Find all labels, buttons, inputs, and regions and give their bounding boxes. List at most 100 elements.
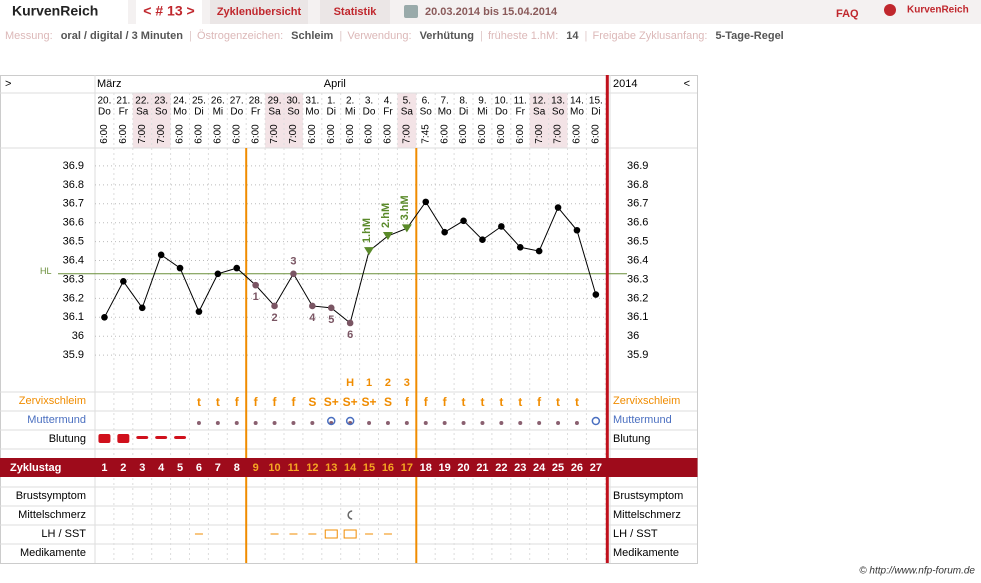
- weekday: Di: [459, 107, 468, 118]
- weekday: Mo: [570, 107, 584, 118]
- tab[interactable]: [210, 0, 308, 24]
- cycle-day: 20: [457, 462, 469, 474]
- weekday: Sa: [268, 107, 281, 118]
- mucus: f: [273, 395, 278, 409]
- mucus: f: [537, 395, 542, 409]
- lh-box: [324, 529, 338, 539]
- info-value: oral / digital / 3 Minuten: [61, 30, 184, 42]
- lh-box: [343, 529, 357, 539]
- cycle-day: 9: [253, 462, 259, 474]
- mucus: S+: [343, 395, 358, 409]
- low-label: 1: [253, 291, 259, 303]
- date: 23.: [154, 96, 168, 107]
- hm-point: [382, 231, 393, 240]
- y-tick-label: 36.4: [63, 254, 84, 266]
- point: [592, 291, 600, 298]
- time: 6:00: [383, 124, 394, 144]
- date: 5.: [403, 96, 411, 107]
- tab-label[interactable]: Statistik: [334, 6, 378, 18]
- y-tick-label: 36.7: [63, 198, 84, 210]
- weekend-shade: [548, 93, 568, 148]
- cervix-dot: [196, 421, 201, 425]
- date: 11.: [514, 96, 527, 107]
- point: [554, 204, 562, 211]
- cover-label: HL: [40, 266, 52, 276]
- date: 12.: [532, 96, 546, 107]
- weekday: Mi: [213, 107, 224, 118]
- point: [573, 226, 581, 234]
- time: 6:00: [326, 124, 337, 144]
- cervix-open: [327, 416, 336, 426]
- cycle-day: 24: [533, 462, 546, 474]
- mucus: S: [384, 395, 392, 409]
- weekday: Di: [591, 107, 600, 118]
- date: 29.: [268, 96, 282, 107]
- time: 6:00: [118, 124, 129, 144]
- cycle-day: 3: [139, 462, 145, 474]
- time: 6:00: [231, 124, 242, 144]
- point: [346, 319, 354, 327]
- weekday: Mi: [477, 107, 488, 118]
- info-value: Verhütung: [420, 30, 474, 42]
- cycle-day: 25: [552, 462, 564, 474]
- time: 6:00: [194, 124, 205, 144]
- mucus: t: [518, 395, 522, 409]
- info-label: Östrogenzeichen:: [197, 30, 283, 42]
- y-tick-label-right: 36.6: [627, 217, 648, 229]
- cycle-day: 5: [177, 462, 183, 474]
- peak-mark: 1: [366, 377, 372, 389]
- mucus: t: [462, 395, 466, 409]
- point: [271, 302, 278, 310]
- tab[interactable]: [320, 0, 390, 24]
- row-label-right: Muttermund: [613, 414, 672, 426]
- low-label: 3: [290, 256, 296, 268]
- cervix-dot: [253, 421, 258, 425]
- brand: KurvenReich: [12, 3, 98, 19]
- date: 9.: [478, 96, 486, 107]
- peak-mark: H: [346, 377, 354, 389]
- cycle-day: 7: [215, 462, 221, 474]
- mucus: f: [405, 395, 410, 409]
- cycle-day: 8: [234, 462, 240, 474]
- cervix-dot: [404, 421, 409, 425]
- logo: KurvenReich: [907, 5, 969, 16]
- weekday: Fr: [383, 107, 393, 118]
- point: [479, 236, 486, 244]
- weekend-shade: [151, 93, 171, 148]
- weekday: Do: [495, 107, 508, 118]
- row-label-right: Brustsymptom: [613, 490, 683, 502]
- print-icon[interactable]: [404, 5, 418, 18]
- cervix-open: [345, 416, 355, 426]
- y-tick-label-right: 35.9: [627, 349, 648, 361]
- cervix-dot: [537, 421, 542, 425]
- hm-point: [401, 224, 412, 233]
- time: 7:00: [401, 124, 412, 144]
- hm-label: 1.hM: [361, 218, 373, 243]
- cycle-day: 1: [101, 462, 107, 474]
- date: 30.: [286, 96, 300, 107]
- cycle-nav[interactable]: < # 13 >: [143, 3, 194, 19]
- date: 6.: [422, 96, 430, 107]
- info-value: Schleim: [291, 30, 333, 42]
- point: [214, 270, 222, 278]
- faq[interactable]: FAQ: [836, 8, 859, 20]
- tab-label[interactable]: Zyklenübersicht: [217, 6, 302, 18]
- month: April: [324, 78, 346, 90]
- low-label: 6: [347, 329, 353, 341]
- bleeding: [155, 436, 168, 439]
- separator: |: [480, 30, 483, 42]
- point: [120, 278, 127, 285]
- time: 6:00: [175, 124, 186, 144]
- row-label: LH / SST: [41, 528, 86, 540]
- hm-label: 3.hM: [399, 195, 411, 220]
- point: [252, 281, 259, 289]
- row-label-right: Blutung: [613, 433, 650, 445]
- row-label-right: Mittelschmerz: [613, 509, 681, 521]
- weekday: Do: [98, 107, 111, 118]
- weekday: Mo: [173, 107, 187, 118]
- cycle-bar: [0, 458, 698, 477]
- point: [233, 264, 241, 272]
- time: 7:00: [156, 124, 167, 144]
- nav-box[interactable]: [136, 0, 202, 24]
